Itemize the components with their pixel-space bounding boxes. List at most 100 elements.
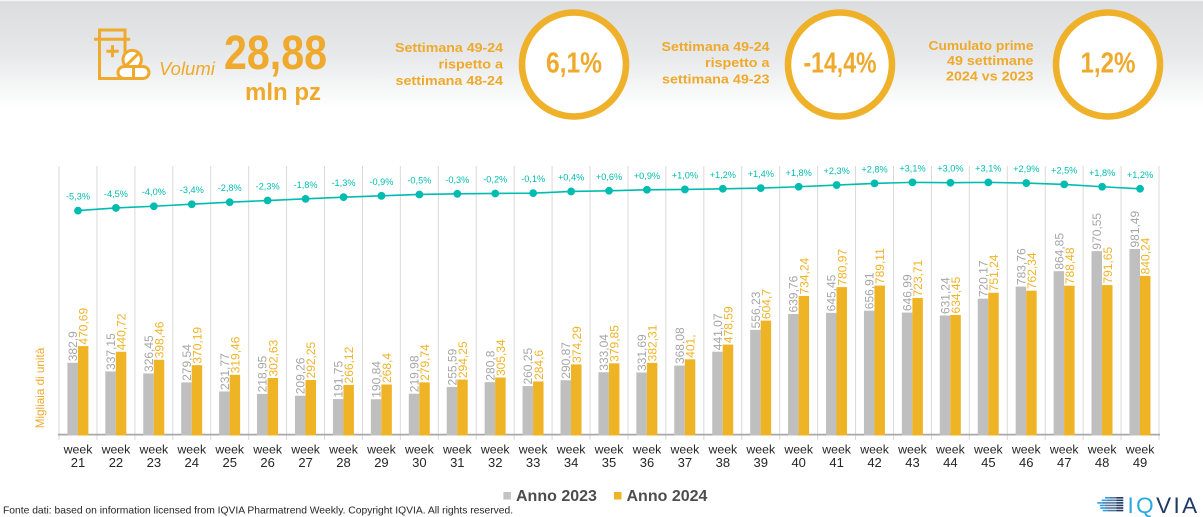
svg-text:week: week [594,442,625,456]
svg-text:382,31: 382,31 [646,324,660,361]
svg-text:190,84: 190,84 [370,361,384,398]
svg-text:43: 43 [905,455,919,470]
svg-text:27: 27 [298,455,312,470]
svg-text:rispetto a: rispetto a [439,57,504,72]
svg-text:382,9: 382,9 [66,331,80,361]
svg-text:Migliaia di unità: Migliaia di unità [34,347,47,428]
svg-text:470,69: 470,69 [77,308,91,345]
svg-text:266,12: 266,12 [342,346,356,383]
svg-text:864,85: 864,85 [1052,233,1066,270]
svg-text:week: week [821,442,852,456]
svg-text:789,11: 789,11 [873,248,887,284]
svg-text:-5,3%: -5,3% [66,192,90,202]
svg-text:+0,6%: +0,6% [596,172,622,182]
svg-text:week: week [480,442,511,456]
svg-text:370,19: 370,19 [190,327,204,364]
svg-text:31: 31 [450,455,464,470]
svg-text:-2,8%: -2,8% [218,183,242,193]
svg-text:255,59: 255,59 [445,348,459,385]
svg-text:Volumi: Volumi [159,58,216,79]
svg-text:Cumulato prime: Cumulato prime [929,38,1034,53]
svg-text:week: week [252,442,283,456]
svg-text:631,24: 631,24 [938,277,952,314]
svg-text:week: week [518,442,549,456]
svg-text:week: week [442,442,473,456]
svg-text:week: week [328,442,359,456]
svg-text:305,34: 305,34 [494,339,508,376]
svg-text:21: 21 [71,455,85,470]
svg-text:319,46: 319,46 [228,336,242,373]
svg-text:settimana 49-23: settimana 49-23 [662,71,770,86]
svg-text:37: 37 [678,455,692,470]
svg-text:326,45: 326,45 [142,335,156,372]
svg-text:645,45: 645,45 [825,274,839,311]
svg-text:+1,0%: +1,0% [672,170,698,180]
svg-text:48: 48 [1095,455,1109,470]
svg-text:762,34: 762,34 [1025,252,1039,289]
svg-text:780,97: 780,97 [835,249,849,286]
svg-text:337,15: 337,15 [104,333,118,370]
svg-text:656,91: 656,91 [863,272,877,309]
svg-text:791,65: 791,65 [1101,247,1115,284]
svg-text:556,23: 556,23 [749,291,763,328]
svg-text:week: week [1011,442,1042,456]
svg-text:+2,3%: +2,3% [823,166,849,176]
svg-text:+2,5%: +2,5% [1051,165,1077,175]
svg-text:week: week [783,442,814,456]
svg-text:28,88: 28,88 [224,27,327,80]
svg-text:209,26: 209,26 [294,357,308,394]
svg-text:29: 29 [374,455,388,470]
svg-text:783,76: 783,76 [1014,248,1028,285]
svg-text:-4,0%: -4,0% [142,187,166,197]
svg-text:47: 47 [1057,455,1071,470]
svg-text:981,49: 981,49 [1128,210,1142,247]
svg-text:32: 32 [488,455,502,470]
svg-text:720,17: 720,17 [976,260,990,297]
svg-text:week: week [670,442,701,456]
svg-text:840,24: 840,24 [1139,237,1153,274]
svg-text:-4,5%: -4,5% [104,189,128,199]
svg-text:week: week [366,442,397,456]
svg-text:+2,8%: +2,8% [861,164,887,174]
svg-text:-3,4%: -3,4% [180,185,204,195]
svg-text:441,07: 441,07 [711,313,725,350]
svg-text:+1,8%: +1,8% [1089,168,1115,178]
svg-text:week: week [139,442,170,456]
svg-text:284,6: 284,6 [532,350,546,380]
svg-text:settimana 48-24: settimana 48-24 [396,73,504,88]
svg-text:723,71: 723,71 [911,259,925,296]
svg-text:279,54: 279,54 [180,344,194,381]
svg-text:45: 45 [981,455,995,470]
svg-text:28: 28 [336,455,350,470]
svg-text:1,2%: 1,2% [1081,47,1136,79]
svg-text:36: 36 [640,455,654,470]
svg-text:+3,1%: +3,1% [899,163,925,173]
svg-text:rispetto a: rispetto a [705,55,770,70]
svg-text:-1,8%: -1,8% [294,180,318,190]
svg-text:22: 22 [109,455,123,470]
svg-text:+1,4%: +1,4% [748,169,774,179]
svg-text:week: week [214,442,245,456]
svg-text:39: 39 [754,455,768,470]
svg-text:333,04: 333,04 [597,334,611,371]
svg-text:Fonte dati: based on informati: Fonte dati: based on information license… [3,506,513,517]
svg-text:Settimana 49-24: Settimana 49-24 [662,39,771,54]
svg-text:IQVIA: IQVIA [1128,493,1200,517]
svg-text:401,: 401, [684,334,698,357]
svg-text:35: 35 [602,455,616,470]
svg-text:+0,9%: +0,9% [634,171,660,181]
svg-text:-14,4%: -14,4% [804,47,877,79]
svg-text:478,59: 478,59 [721,306,735,343]
svg-text:368,08: 368,08 [673,327,687,364]
svg-text:week: week [1087,442,1118,456]
svg-text:268,4: 268,4 [380,353,394,383]
svg-text:-1,3%: -1,3% [332,178,356,188]
svg-text:Anno 2024: Anno 2024 [627,488,708,505]
svg-text:49 settimane: 49 settimane [947,53,1034,68]
svg-text:646,99: 646,99 [901,274,915,311]
svg-text:week: week [632,442,663,456]
svg-text:40: 40 [791,455,805,470]
svg-text:294,25: 294,25 [456,341,470,378]
svg-text:23: 23 [147,455,161,470]
svg-text:week: week [935,442,966,456]
